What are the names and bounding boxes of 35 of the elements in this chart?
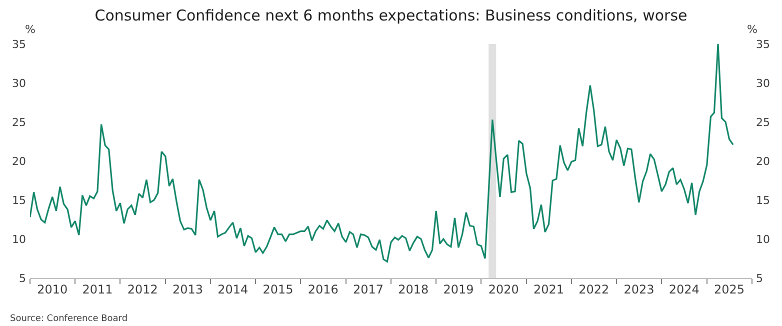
line-series bbox=[30, 44, 734, 262]
x-tick-label: 2024 bbox=[668, 282, 700, 296]
y2-axis-title: % bbox=[747, 23, 758, 36]
x-tick-label: 2019 bbox=[443, 282, 474, 296]
source-note: Source: Conference Board bbox=[10, 314, 128, 324]
x-tick-label: 2016 bbox=[308, 282, 338, 296]
x-tick-label: 2021 bbox=[533, 282, 564, 296]
x-tick-label: 2015 bbox=[262, 282, 294, 296]
y2-tick-label: 15 bbox=[756, 194, 770, 207]
y-tick-label: 25 bbox=[12, 116, 26, 129]
y2-tick-label: 20 bbox=[756, 154, 770, 168]
x-tick-label: 2022 bbox=[578, 282, 610, 296]
x-tick-label: 2012 bbox=[127, 282, 158, 296]
chart-title: Consumer Confidence next 6 months expectations: Business conditions, worse bbox=[94, 6, 688, 24]
x-tick-label: 2018 bbox=[398, 282, 429, 296]
y2-tick-label: 30 bbox=[756, 76, 770, 90]
y2-tick-label: 10 bbox=[756, 232, 770, 246]
x-tick-label: 2020 bbox=[488, 282, 519, 296]
y2-tick-label: 5 bbox=[756, 272, 763, 285]
y-tick-label: 35 bbox=[12, 38, 26, 51]
y-tick-label: 30 bbox=[12, 76, 26, 90]
y2-tick-label: 25 bbox=[756, 116, 770, 129]
y2-tick-label: 35 bbox=[756, 38, 770, 51]
x-tick-label: 2025 bbox=[714, 282, 745, 296]
x-tick-label: 2011 bbox=[82, 282, 113, 296]
x-tick-label: 2013 bbox=[172, 282, 204, 296]
y-axis-title: % bbox=[25, 23, 36, 36]
y-tick-label: 15 bbox=[12, 194, 26, 207]
x-tick-label: 2010 bbox=[37, 282, 68, 296]
y-tick-label: 10 bbox=[12, 232, 26, 246]
x-tick-label: 2017 bbox=[352, 282, 384, 296]
x-tick-label: 2023 bbox=[624, 282, 654, 296]
y-tick-label: 20 bbox=[12, 154, 26, 168]
x-tick-label: 2014 bbox=[218, 282, 248, 296]
y-tick-label: 5 bbox=[19, 272, 26, 285]
